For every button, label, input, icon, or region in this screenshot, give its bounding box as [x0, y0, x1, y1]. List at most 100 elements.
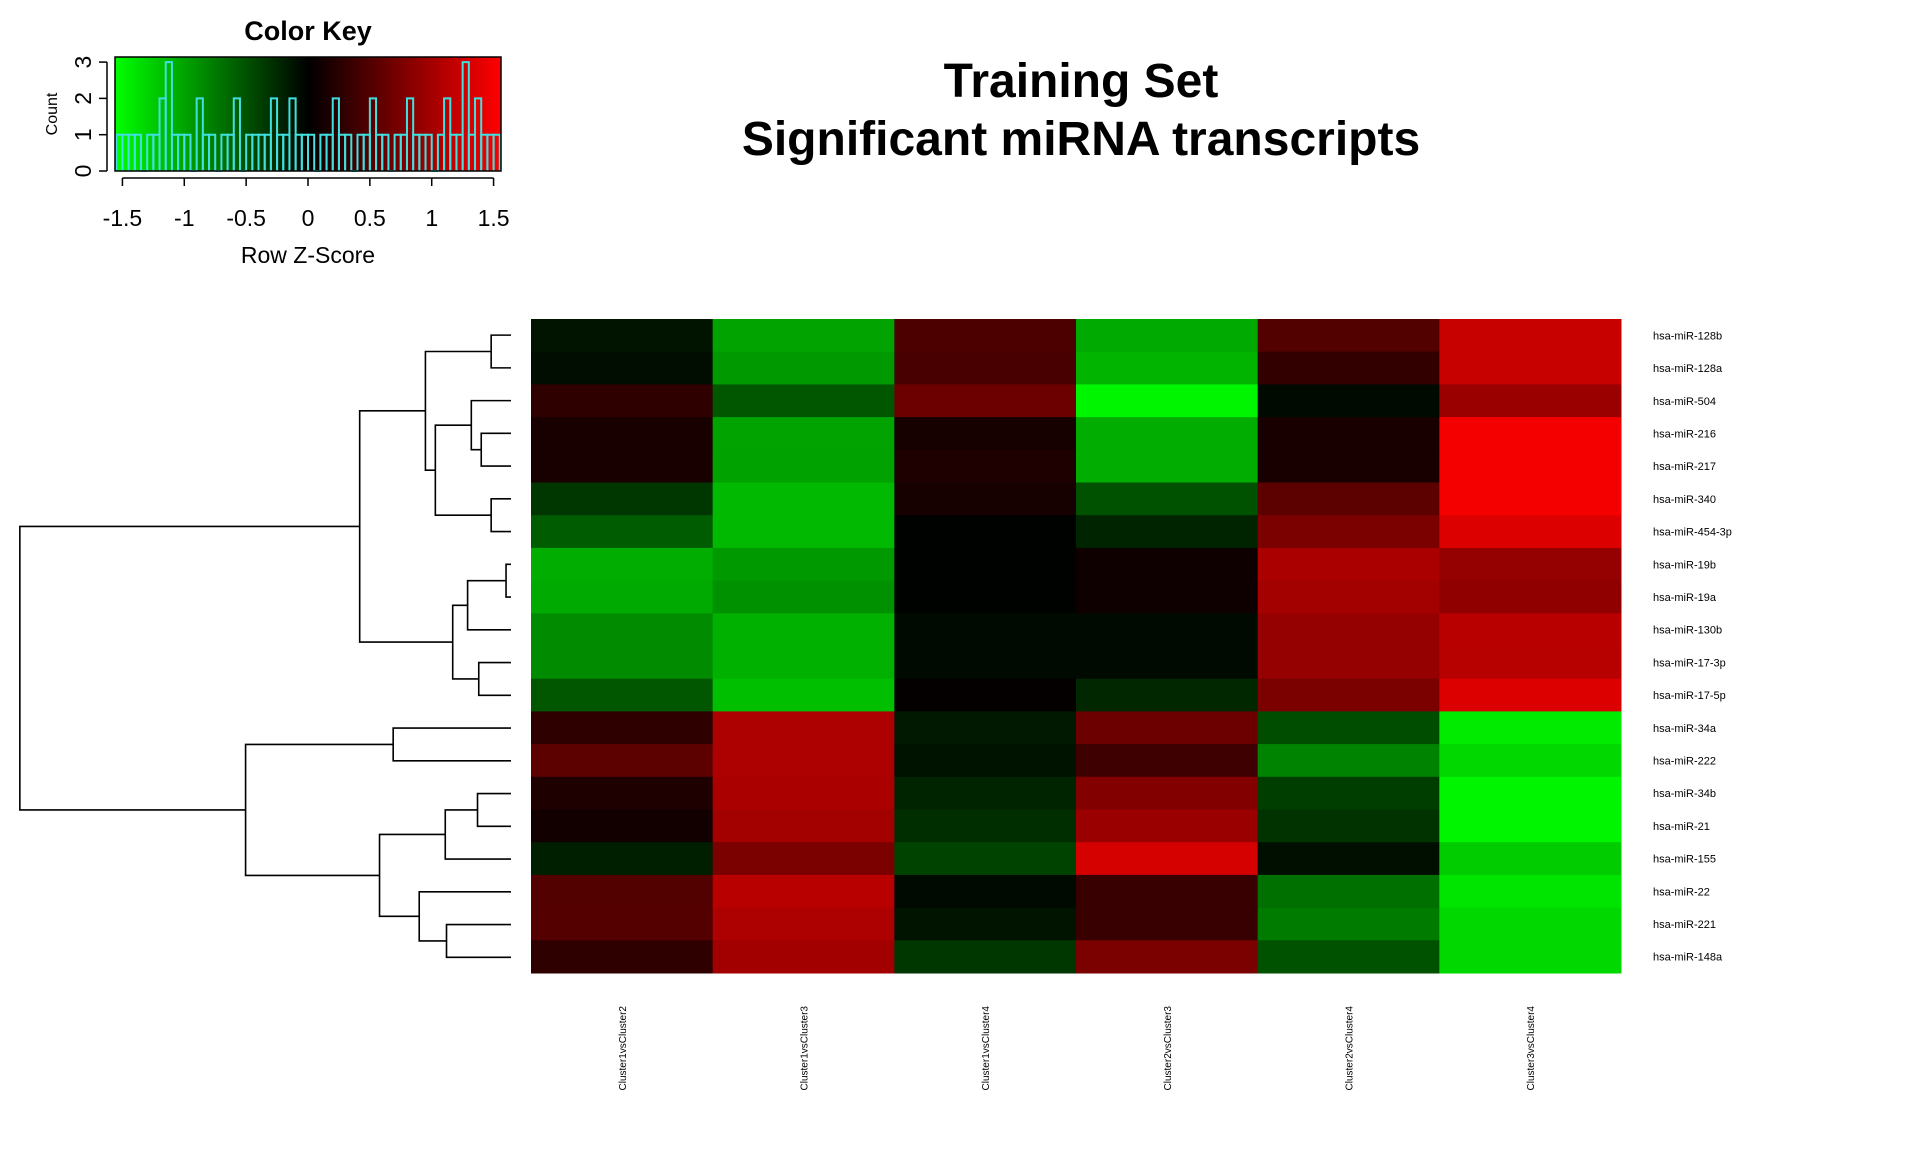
- heat-cell: [894, 547, 1077, 582]
- heat-cell: [531, 711, 714, 745]
- heat-cell: [1257, 874, 1440, 909]
- heat-cell: [712, 417, 895, 451]
- heat-cell: [1439, 384, 1622, 418]
- dendrogram-branch: [392, 727, 512, 762]
- column-label: Cluster1vsCluster3: [800, 1006, 811, 1091]
- heat-cell: [1076, 907, 1259, 941]
- heat-cell: [1257, 482, 1440, 516]
- heat-cell: [894, 711, 1077, 745]
- key-y-tick-label: 2: [70, 92, 96, 105]
- histogram-bar: [492, 133, 501, 171]
- histogram-bar: [133, 133, 142, 171]
- heat-cell: [1439, 613, 1622, 647]
- histogram-bar: [232, 97, 241, 171]
- heat-cell: [1257, 842, 1440, 876]
- dendrogram-branch: [505, 563, 512, 598]
- heat-cell: [1439, 515, 1622, 549]
- dendrogram-branch: [418, 890, 512, 942]
- heat-cell: [894, 744, 1077, 778]
- heat-cell: [1439, 580, 1622, 614]
- key-x-label: Row Z-Score: [241, 242, 375, 268]
- heat-cell: [1076, 449, 1259, 483]
- heat-cell: [1439, 776, 1622, 810]
- row-label: hsa-miR-130b: [1653, 625, 1722, 637]
- heat-cell: [1257, 907, 1440, 941]
- heat-cell: [531, 744, 714, 778]
- heat-cell: [712, 515, 895, 549]
- heat-cell: [712, 842, 895, 876]
- key-title: Color Key: [244, 16, 372, 46]
- heat-cell: [1076, 646, 1259, 680]
- heat-cell: [531, 319, 714, 353]
- row-label: hsa-miR-155: [1653, 854, 1716, 866]
- row-label: hsa-miR-221: [1653, 919, 1716, 931]
- chart-subtitle: Significant miRNA transcripts: [742, 113, 1420, 166]
- heat-cell: [1439, 940, 1622, 974]
- heat-cell: [531, 351, 714, 385]
- heat-cell: [1076, 744, 1259, 778]
- column-label: Cluster1vsCluster2: [618, 1006, 629, 1091]
- dendrogram-branch: [490, 498, 512, 533]
- row-label: hsa-miR-128b: [1653, 330, 1722, 342]
- heat-cell: [1439, 842, 1622, 876]
- row-label: hsa-miR-222: [1653, 755, 1716, 767]
- dendrogram-branch: [445, 923, 512, 959]
- row-label: hsa-miR-128a: [1653, 363, 1723, 375]
- heat-cell: [1076, 776, 1259, 810]
- heat-cell: [1257, 678, 1440, 712]
- heat-cell: [894, 646, 1077, 680]
- row-label: hsa-miR-504: [1653, 396, 1716, 408]
- heat-cell: [531, 515, 714, 549]
- heat-cell: [894, 940, 1077, 974]
- dendrogram-branch: [434, 424, 492, 517]
- heat-cell: [1076, 319, 1259, 353]
- heat-cell: [1257, 351, 1440, 385]
- heat-cell: [531, 907, 714, 941]
- dendrogram-branch: [466, 579, 512, 631]
- heat-cell: [531, 547, 714, 582]
- heat-cell: [712, 874, 895, 909]
- heat-cell: [1257, 417, 1440, 451]
- key-y-tick-label: 1: [70, 128, 96, 141]
- heat-cell: [894, 482, 1077, 516]
- heat-cell: [894, 874, 1077, 909]
- heat-cell: [712, 907, 895, 941]
- row-label: hsa-miR-22: [1653, 886, 1710, 898]
- row-label: hsa-miR-340: [1653, 494, 1716, 506]
- heat-cell: [894, 809, 1077, 843]
- row-label: hsa-miR-17-5p: [1653, 690, 1726, 702]
- key-x-tick-label: -1: [174, 205, 194, 231]
- heat-cell: [894, 842, 1077, 876]
- dendrogram-branch: [19, 525, 360, 811]
- heat-cell: [1076, 678, 1259, 712]
- heat-cell: [531, 580, 714, 614]
- heat-cell: [531, 809, 714, 843]
- dendrogram-branch: [476, 792, 512, 828]
- heat-cell: [894, 351, 1077, 385]
- heat-cell: [1439, 482, 1622, 516]
- key-x-tick-label: 1.5: [478, 205, 510, 231]
- heat-cell: [1439, 417, 1622, 451]
- column-label: Cluster2vsCluster4: [1345, 1006, 1356, 1091]
- heat-cell: [712, 613, 895, 647]
- heat-cell: [1439, 744, 1622, 778]
- heat-cell: [894, 678, 1077, 712]
- heat-cell: [1076, 417, 1259, 451]
- heat-cell: [531, 384, 714, 418]
- histogram-bar: [307, 133, 316, 171]
- key-x-tick-label: -0.5: [226, 205, 266, 231]
- heat-cell: [1257, 776, 1440, 810]
- row-label: hsa-miR-148a: [1653, 952, 1723, 964]
- heat-cell: [1076, 482, 1259, 516]
- heat-cell: [1439, 809, 1622, 843]
- column-label: Cluster3vsCluster4: [1526, 1006, 1537, 1091]
- heat-cell: [1257, 515, 1440, 549]
- row-label: hsa-miR-216: [1653, 428, 1716, 440]
- heat-cell: [1257, 449, 1440, 483]
- heat-cell: [531, 417, 714, 451]
- heat-cell: [712, 547, 895, 582]
- heat-cell: [712, 482, 895, 516]
- key-x-tick-label: -1.5: [103, 205, 143, 231]
- heat-cell: [1076, 580, 1259, 614]
- row-label: hsa-miR-454-3p: [1653, 527, 1732, 539]
